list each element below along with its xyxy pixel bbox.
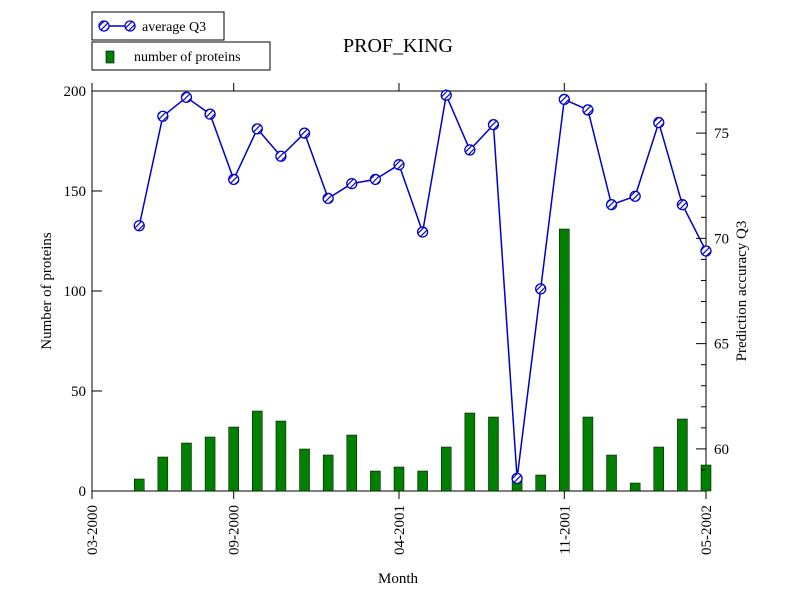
bar <box>606 454 617 492</box>
y-left-tick-label: 150 <box>64 184 87 200</box>
bar <box>322 454 334 492</box>
bar <box>582 416 594 492</box>
q3-point <box>605 199 618 211</box>
bar <box>299 448 310 492</box>
q3-point <box>535 283 547 295</box>
bar <box>677 418 688 492</box>
q3-point <box>582 104 594 116</box>
q3-point <box>180 91 193 103</box>
q3-point <box>511 472 523 485</box>
y-axis-left-label: Number of proteins <box>39 232 55 350</box>
y-right-tick-label: 75 <box>714 126 729 142</box>
q3-point <box>298 127 311 139</box>
q3-point <box>204 108 216 120</box>
bar <box>393 466 405 492</box>
y-left-tick-label: 100 <box>64 284 87 300</box>
x-tick-label: 04-2001 <box>392 505 408 555</box>
x-tick-label: 11-2001 <box>557 505 573 554</box>
bar <box>228 426 239 492</box>
q3-point <box>558 93 570 106</box>
bar <box>157 456 169 492</box>
legend-label-q3: average Q3 <box>142 20 206 35</box>
bar <box>346 434 358 492</box>
y-left-tick-label: 50 <box>71 384 86 400</box>
x-tick-label: 03-2000 <box>85 505 101 555</box>
bar <box>559 228 570 492</box>
y-right-tick-label: 70 <box>714 231 729 247</box>
legend-box-proteins <box>91 41 271 71</box>
q3-point <box>440 89 452 101</box>
bar <box>204 436 216 492</box>
q3-point <box>393 159 405 171</box>
x-tick-label: 05-2002 <box>699 505 715 555</box>
q3-point <box>487 119 500 131</box>
bar <box>181 442 192 492</box>
q3-point <box>700 245 712 257</box>
x-axis-label: Month <box>378 571 419 587</box>
plot-frame <box>91 90 707 492</box>
q3-point <box>676 199 689 211</box>
legend-label-proteins: number of proteins <box>134 50 241 65</box>
q3-point <box>653 116 665 129</box>
y-left-tick-label: 0 <box>79 484 87 500</box>
q3-point <box>275 150 287 162</box>
x-tick-label: 09-2000 <box>227 505 243 555</box>
q3-point <box>228 173 240 186</box>
bar <box>417 470 428 492</box>
bar <box>275 420 287 492</box>
q3-point <box>464 144 476 156</box>
y-right-tick-label: 65 <box>714 337 729 353</box>
q3-point <box>346 177 358 190</box>
chart-title: PROF_KING <box>343 35 453 57</box>
bar <box>535 474 546 492</box>
q3-point <box>369 173 382 186</box>
q3-point <box>629 190 641 202</box>
bar <box>440 446 452 492</box>
bar <box>653 446 665 492</box>
q3-point <box>251 123 263 135</box>
bar <box>629 482 641 492</box>
legend-swatch-proteins <box>105 50 115 64</box>
q3-point <box>416 226 429 238</box>
bar <box>464 412 476 492</box>
q3-point <box>157 110 169 122</box>
legend: average Q3 number of proteins <box>91 11 271 71</box>
legend-marker-q3 <box>98 20 110 32</box>
y-right-tick-label: 60 <box>714 442 729 458</box>
q3-line <box>138 92 707 479</box>
y-left-tick-label: 200 <box>64 84 87 100</box>
bar <box>488 416 499 492</box>
bar <box>370 470 381 492</box>
bar <box>700 464 712 492</box>
q3-point <box>322 192 334 205</box>
q3-point <box>133 220 145 232</box>
bar <box>133 478 145 492</box>
y-axis-right-label: Prediction accuracy Q3 <box>734 221 750 362</box>
bar <box>252 410 263 492</box>
legend-marker-q3-2 <box>124 20 136 32</box>
